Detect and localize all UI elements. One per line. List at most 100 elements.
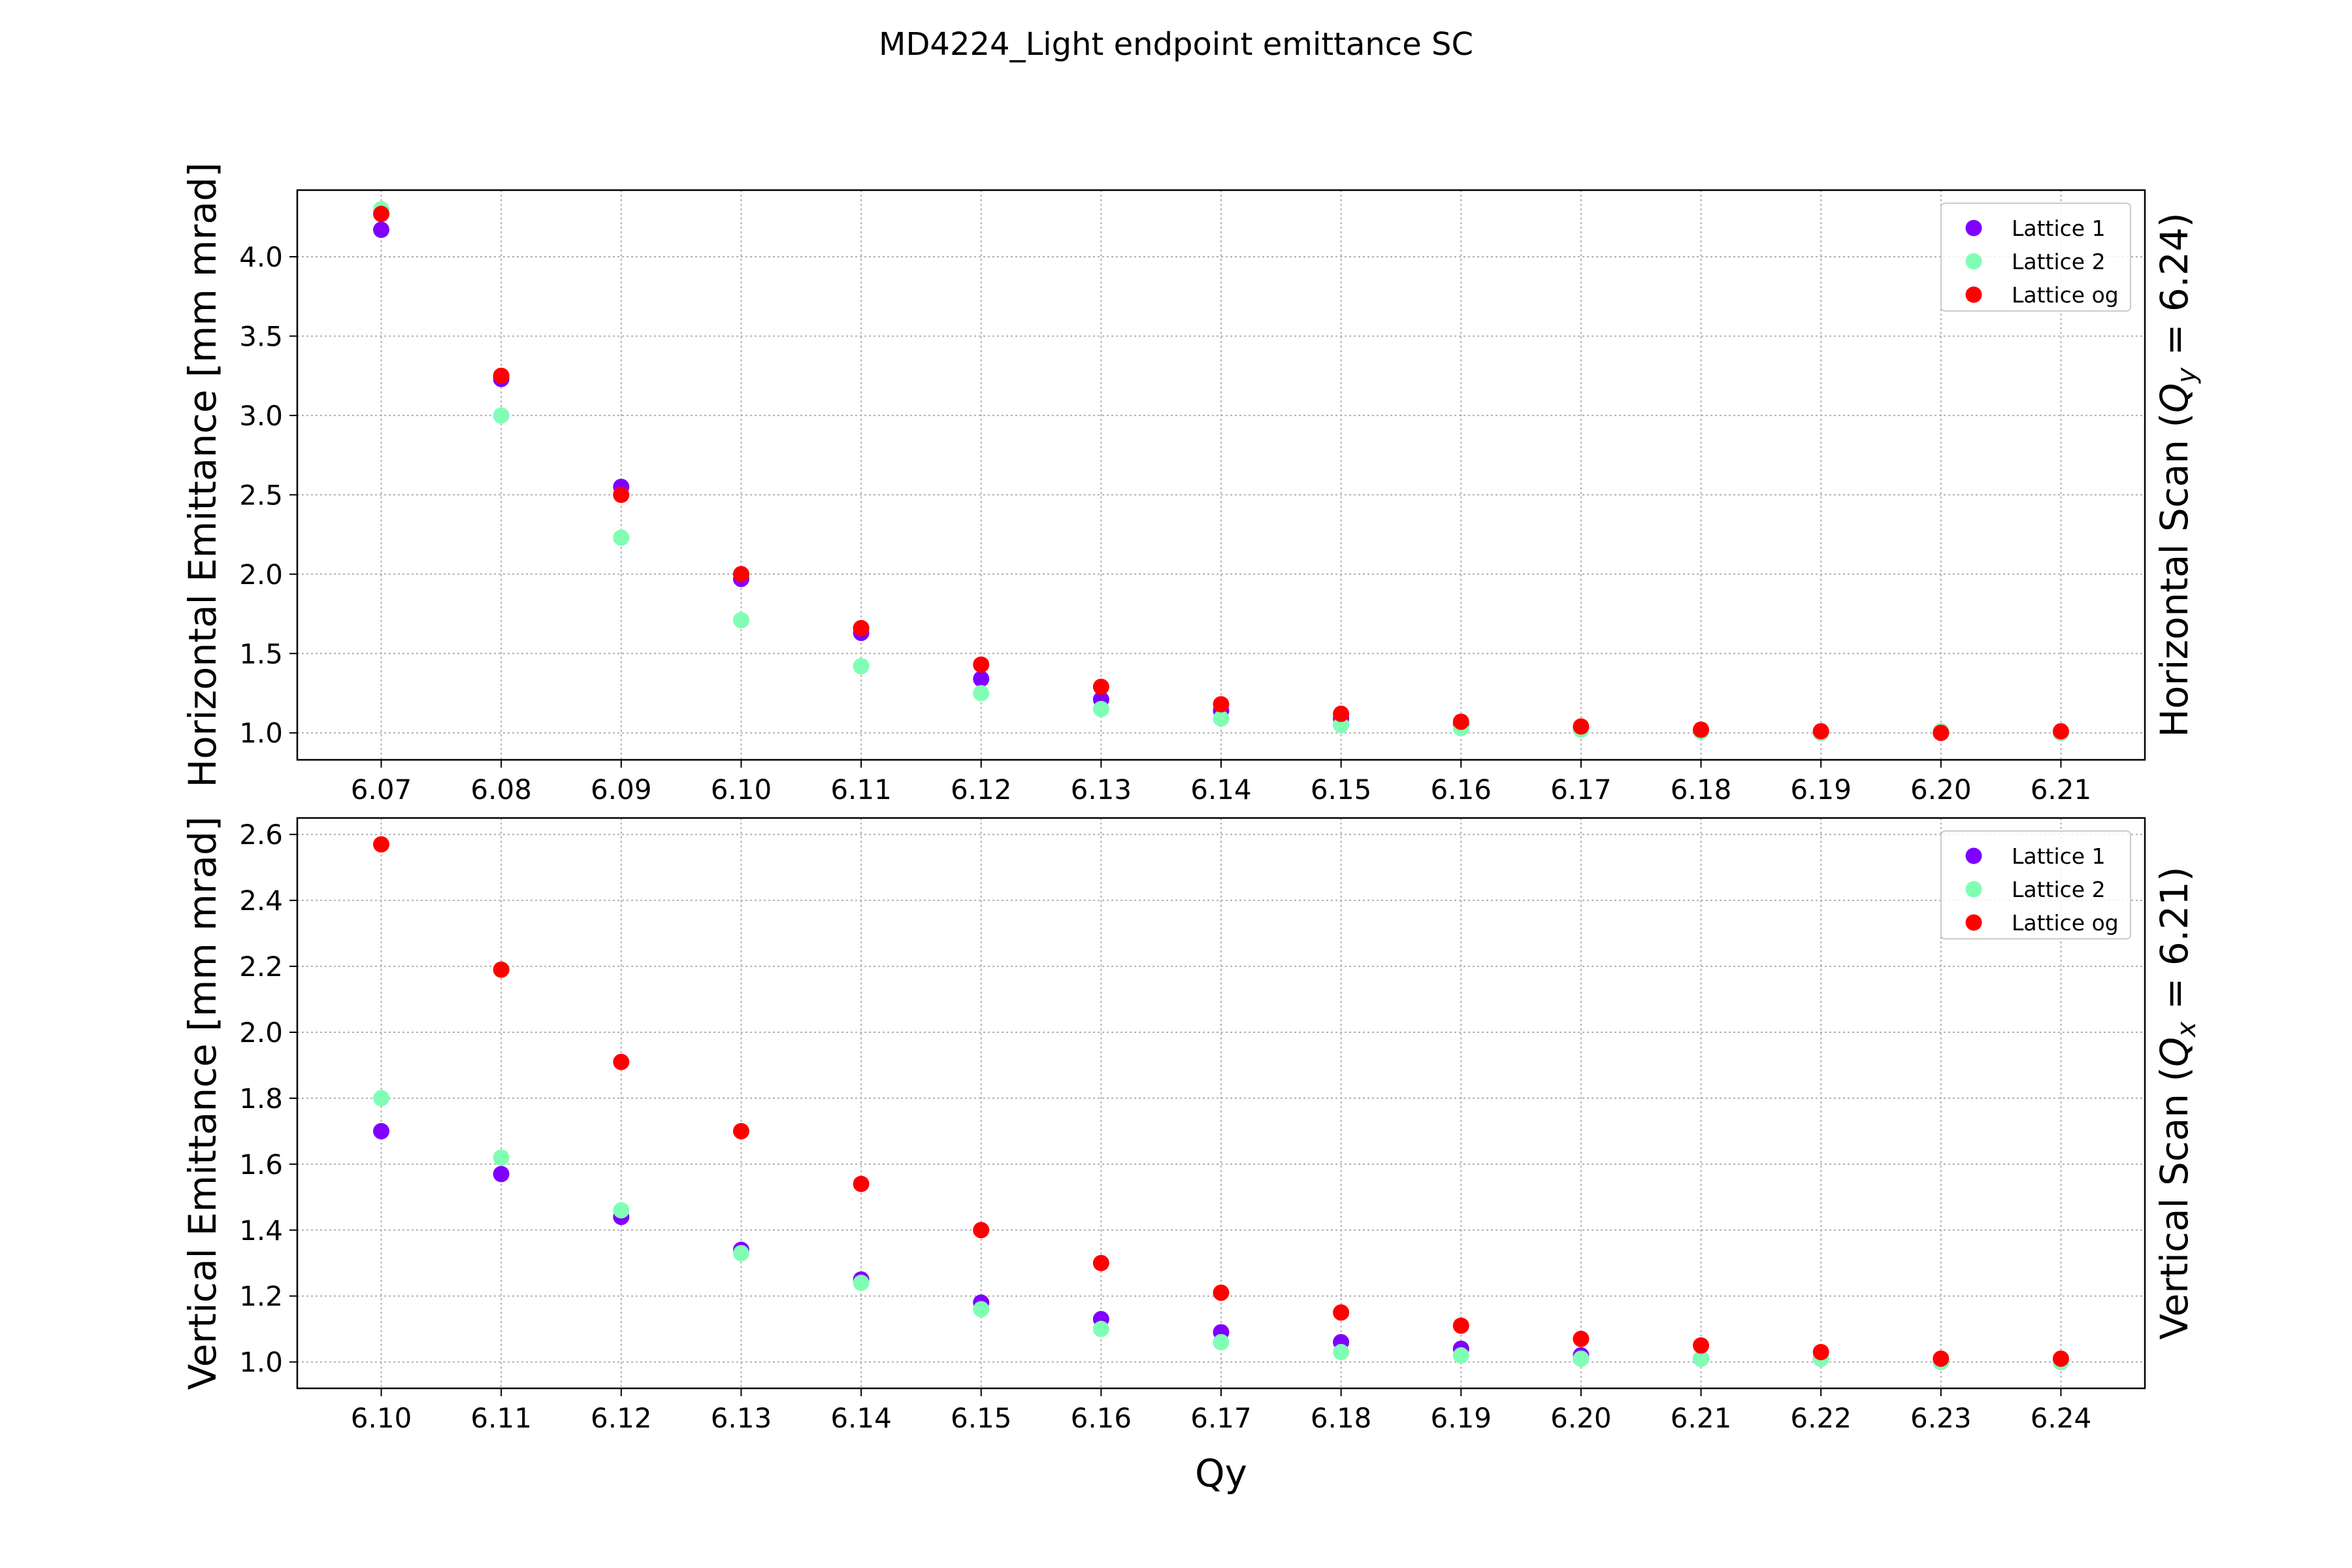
- data-point: [373, 221, 390, 238]
- scan-label-sub: y: [2172, 367, 2202, 384]
- x-tick-label: 6.21: [2031, 774, 2092, 806]
- x-tick-label: 6.14: [830, 1402, 892, 1434]
- x-tick-label: 6.15: [1311, 774, 1372, 806]
- data-point: [493, 961, 510, 978]
- panels: 6.07 6.08 6.09 6.10 6.11 6.12 6.13 6.14 6.15 6.16…: [180, 162, 2202, 1495]
- data-point: [1933, 1350, 1950, 1367]
- data-point: [732, 1122, 749, 1139]
- data-point: [1452, 1317, 1469, 1334]
- data-point: [1693, 1350, 1710, 1367]
- y-axis-label: Horizontal Emittance [mm mrad]: [180, 162, 225, 787]
- data-point: [1092, 1254, 1109, 1271]
- data-point: [853, 1175, 870, 1192]
- data-point: [1452, 1347, 1469, 1364]
- scan-label-suffix: = 6.24): [2152, 212, 2197, 367]
- data-point: [1573, 1350, 1590, 1367]
- plot-frame: [296, 817, 2146, 1390]
- x-tick-label: 6.16: [1071, 1402, 1132, 1434]
- x-tick-label: 6.08: [470, 774, 532, 806]
- data-point: [732, 612, 749, 629]
- x-tick-label: 6.21: [1671, 1402, 1732, 1434]
- x-tick-label: 6.16: [1431, 774, 1492, 806]
- data-point: [613, 529, 630, 546]
- x-tick-label: 6.22: [1790, 1402, 1852, 1434]
- scan-label-sub: x: [2172, 1021, 2202, 1038]
- y-tick-label: 2.0: [239, 559, 283, 591]
- data-point: [1452, 713, 1469, 730]
- y-tick-label: 1.6: [239, 1149, 283, 1181]
- x-tick-label: 6.24: [2031, 1402, 2092, 1434]
- x-tick-label: 6.09: [591, 774, 652, 806]
- data-point: [1092, 1320, 1109, 1337]
- data-point: [493, 1149, 510, 1166]
- data-point: [973, 656, 990, 673]
- data-point: [1333, 706, 1350, 723]
- data-point: [613, 486, 630, 503]
- legend-box: [1940, 203, 2131, 312]
- data-point: [1333, 1343, 1350, 1360]
- legend-label: Lattice og: [2012, 910, 2119, 936]
- x-tick-label: 6.11: [470, 1402, 532, 1434]
- x-tick-label: 6.12: [591, 1402, 652, 1434]
- data-point: [732, 1245, 749, 1262]
- x-tick-label: 6.07: [351, 774, 412, 806]
- data-point: [493, 367, 510, 384]
- data-point: [1812, 723, 1829, 740]
- series-lattice-og: [373, 205, 2069, 742]
- legend: Lattice 1 Lattice 2 Lattice og: [1940, 830, 2131, 939]
- x-tick-label: 6.14: [1190, 774, 1252, 806]
- y-tick-label: 1.0: [239, 717, 283, 749]
- y-axis-label: Vertical Emittance [mm mrad]: [180, 817, 225, 1390]
- series-lattice-og: [373, 836, 2069, 1367]
- x-tick-label: 6.10: [351, 1402, 412, 1434]
- x-tick-label: 6.17: [1190, 1402, 1252, 1434]
- data-point: [1092, 700, 1109, 717]
- data-point: [613, 1202, 630, 1219]
- legend-marker: [1965, 914, 1982, 931]
- data-point: [973, 1222, 990, 1239]
- scan-label-prefix: Vertical Scan (: [2152, 1067, 2197, 1340]
- data-point: [1573, 1330, 1590, 1347]
- legend-marker: [1965, 847, 1982, 864]
- x-tick-label: 6.23: [1910, 1402, 1972, 1434]
- legend-label: Lattice 2: [2012, 249, 2106, 274]
- data-point: [1693, 721, 1710, 738]
- data-point: [373, 205, 390, 222]
- x-tick-label: 6.11: [830, 774, 892, 806]
- figure-title: MD4224_Light endpoint emittance SC: [879, 26, 1473, 63]
- data-point: [973, 685, 990, 702]
- panel-1: 6.07 6.08 6.09 6.10 6.11 6.12 6.13 6.14 6.15 6.16…: [180, 162, 2202, 806]
- y-tick-label: 2.6: [239, 819, 283, 851]
- x-tick-label: 6.19: [1790, 774, 1852, 806]
- data-point: [1092, 678, 1109, 695]
- legend-marker: [1965, 253, 1982, 270]
- data-point: [1213, 1333, 1230, 1350]
- legend-box: [1940, 830, 2131, 939]
- scan-label-q: Q: [2152, 1037, 2197, 1067]
- legend-label: Lattice 2: [2012, 877, 2106, 902]
- x-tick-label: 6.17: [1550, 774, 1612, 806]
- scan-label-suffix: = 6.21): [2152, 866, 2197, 1021]
- x-tick-label: 6.19: [1431, 1402, 1492, 1434]
- plot-frame: [296, 189, 2146, 761]
- right-scan-label: Vertical Scan (Qx = 6.21): [2152, 866, 2202, 1339]
- x-axis-label: Qy: [1195, 1451, 1247, 1495]
- scan-label-prefix: Horizontal Scan (: [2152, 413, 2197, 738]
- y-tick-label: 1.5: [239, 638, 283, 670]
- y-tick-label: 4.0: [239, 241, 283, 273]
- x-tick-label: 6.18: [1311, 1402, 1372, 1434]
- data-point: [1213, 696, 1230, 713]
- y-tick-label: 1.2: [239, 1281, 283, 1313]
- data-point: [373, 1122, 390, 1139]
- data-point: [973, 1301, 990, 1318]
- scan-label-q: Q: [2152, 383, 2197, 413]
- legend: Lattice 1 Lattice 2 Lattice og: [1940, 203, 2131, 312]
- x-tick-label: 6.10: [711, 774, 772, 806]
- y-tick-label: 2.2: [239, 951, 283, 983]
- data-point: [1812, 1343, 1829, 1360]
- data-point: [1573, 718, 1590, 735]
- y-tick-label: 2.0: [239, 1017, 283, 1049]
- x-tick-label: 6.12: [951, 774, 1012, 806]
- data-point: [1213, 710, 1230, 727]
